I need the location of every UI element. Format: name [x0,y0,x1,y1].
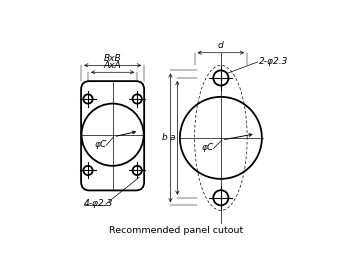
Text: φC: φC [201,143,213,152]
Text: Recommended panel cutout: Recommended panel cutout [108,225,243,235]
Text: 2-φ2.3: 2-φ2.3 [259,58,288,67]
Text: φC: φC [95,140,107,149]
Text: 4-φ2.3: 4-φ2.3 [84,199,113,208]
Text: b: b [162,133,168,142]
Text: AxA: AxA [104,61,121,70]
Text: BxB: BxB [104,54,121,63]
Text: d: d [218,41,224,50]
Text: a: a [170,133,175,142]
